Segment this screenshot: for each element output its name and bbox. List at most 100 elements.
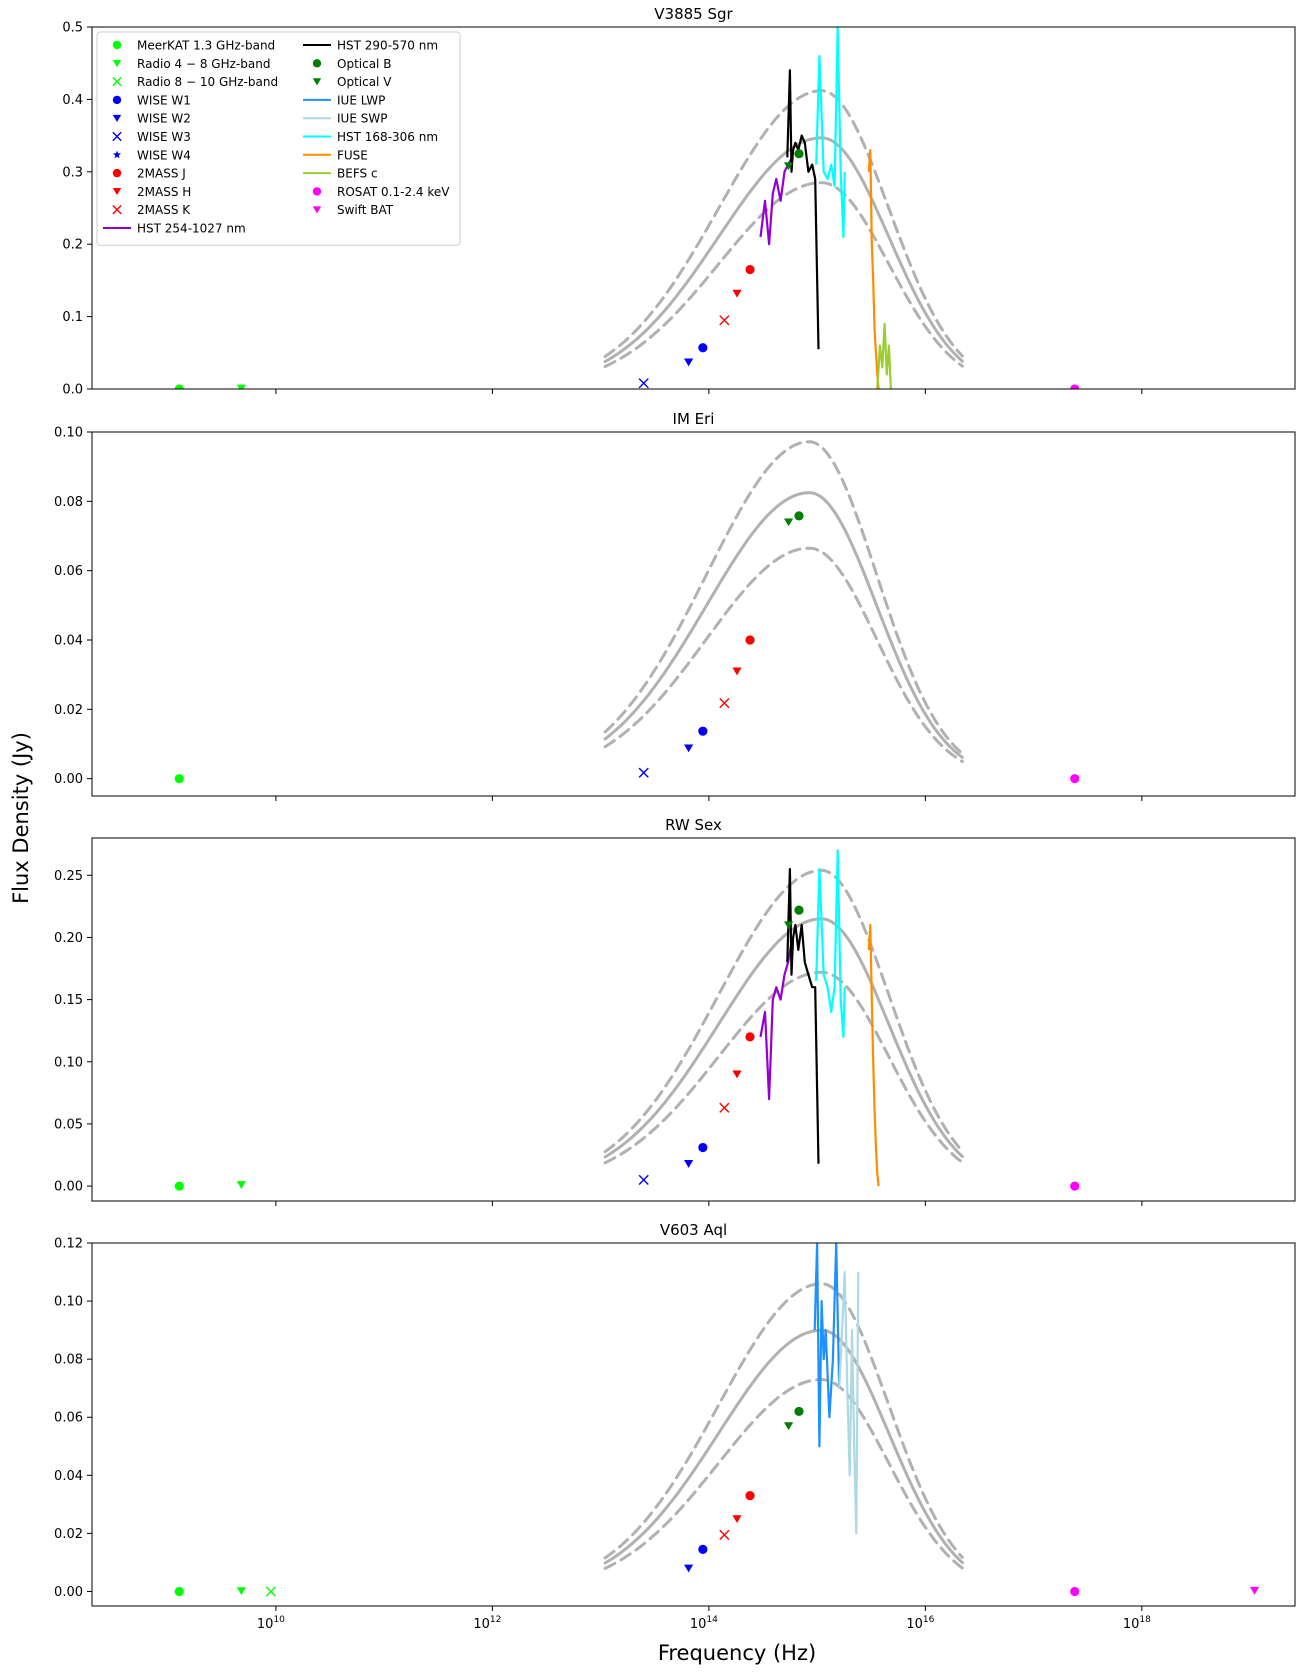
legend: MeerKAT 1.3 GHz-band Radio 4 − 8 GHz-band… (96, 31, 461, 246)
x-tick-exp: 12 (490, 1615, 501, 1625)
legend-marker-optv (312, 78, 322, 86)
y-tick-label: 0.00 (54, 772, 83, 787)
y-tick-label: 0.10 (54, 426, 83, 441)
point-meerkat (174, 384, 184, 389)
y-tick-label: 0.12 (54, 1237, 83, 1252)
plot-area (174, 1243, 1260, 1597)
x-tick-label: 1016 (906, 1615, 934, 1632)
y-tick-label: 0.15 (54, 993, 83, 1008)
panel-title: V3885 Sgr (654, 5, 733, 23)
legend-label-j: 2MASS J (137, 167, 186, 181)
spectrum-hst168 (815, 27, 846, 239)
legend-label-iuelwp: IUE LWP (337, 93, 385, 107)
point-j (745, 1491, 755, 1501)
point-optv (783, 162, 794, 171)
legend-marker-w3 (112, 131, 122, 142)
point-h (732, 667, 742, 676)
panel-0: V3885 Sgr 0.0 0.1 0.2 0.3 0.4 0.5 (62, 5, 1296, 398)
point-w2 (684, 358, 694, 367)
legend-label-radio48: Radio 4 − 8 GHz-band (137, 57, 270, 71)
point-rosat (1070, 1586, 1080, 1597)
model-best-curve (603, 917, 964, 1159)
model-best-curve (603, 1328, 964, 1565)
model-best-curve (603, 491, 964, 759)
point-w1 (698, 1142, 708, 1153)
y-tick-label: 0.0 (62, 383, 83, 398)
point-bat (1249, 1586, 1260, 1595)
x-tick-exp: 16 (923, 1615, 935, 1625)
y-tick-label: 0.25 (54, 869, 83, 884)
legend-marker-w4 (113, 150, 121, 159)
panel-frame (91, 837, 1296, 1202)
point-w2 (684, 744, 694, 753)
model-lower-curve (603, 1377, 964, 1570)
point-w1 (698, 726, 708, 736)
point-k (719, 1102, 730, 1113)
point-radio48 (236, 1587, 246, 1596)
legend-label-w4: WISE W4 (137, 148, 191, 162)
legend-label-bat: Swift BAT (337, 203, 394, 217)
x-tick-exp: 18 (1139, 1615, 1151, 1625)
point-k (719, 697, 730, 709)
point-w2 (684, 1564, 694, 1573)
point-k (719, 315, 730, 326)
point-radio810 (265, 1586, 277, 1597)
panel-1: IM Eri 0.00 0.02 0.04 0.06 0.08 0.10 (54, 410, 1296, 801)
legend-label-radio810: Radio 8 − 10 GHz-band (137, 75, 278, 89)
point-h (732, 289, 742, 298)
point-w2 (684, 1160, 694, 1168)
x-tick-base: 10 (906, 1617, 923, 1632)
point-optb (794, 1406, 804, 1417)
legend-marker-w1 (112, 95, 122, 105)
legend-marker-bat (312, 206, 322, 214)
y-tick-label: 0.05 (54, 1117, 83, 1132)
legend-marker-meerkat (112, 40, 122, 50)
model-upper-curve (603, 440, 964, 756)
point-optb (794, 905, 804, 915)
y-tick-label: 0.10 (54, 1295, 83, 1310)
point-meerkat (174, 1586, 184, 1597)
point-optv (783, 518, 794, 527)
x-tick-label: 1018 (1123, 1615, 1151, 1632)
legend-marker-w2 (112, 114, 122, 122)
x-tick-label: 1014 (690, 1615, 718, 1632)
model-upper-curve (603, 1282, 964, 1560)
panel-frame (91, 1242, 1296, 1607)
point-radio48 (236, 1181, 246, 1189)
plot-area (174, 440, 1080, 784)
y-tick-label: 0.20 (54, 931, 83, 946)
point-w1 (698, 343, 708, 353)
point-h (732, 1515, 742, 1524)
point-w3 (638, 378, 649, 389)
y-tick-label: 0.02 (54, 1527, 83, 1542)
x-tick-base: 10 (690, 1617, 707, 1632)
legend-label-w3: WISE W3 (137, 130, 191, 144)
point-k (719, 1529, 730, 1540)
legend-label-rosat: ROSAT 0.1-2.4 keV (337, 185, 450, 199)
legend-marker-h (112, 188, 122, 196)
panel-3: V603 Aql0.000.020.040.060.080.100.121010… (54, 1221, 1296, 1632)
x-tick-base: 10 (1123, 1617, 1140, 1632)
y-tick-label: 0.04 (54, 1469, 83, 1484)
panel-title: V603 Aql (660, 1221, 727, 1239)
model-lower-curve (603, 181, 964, 368)
x-tick-exp: 10 (273, 1615, 285, 1625)
y-tick-label: 0.1 (62, 310, 83, 325)
legend-label-iueswp: IUE SWP (337, 112, 387, 126)
legend-marker-k (112, 205, 122, 215)
point-j (745, 264, 755, 275)
model-best-curve (603, 136, 964, 364)
legend-marker-radio48 (112, 59, 122, 68)
model-upper-curve (603, 89, 964, 358)
spectrum-befs (876, 322, 892, 389)
y-tick-label: 0.5 (62, 21, 83, 36)
y-tick-label: 0.02 (54, 703, 83, 718)
plot-area (174, 849, 1080, 1191)
x-tick-exp: 14 (706, 1615, 718, 1625)
point-j (745, 1032, 755, 1042)
point-meerkat (174, 774, 184, 784)
point-w1 (698, 1544, 708, 1554)
panel-frame (91, 26, 1296, 390)
legend-label-optv: Optical V (337, 75, 392, 89)
